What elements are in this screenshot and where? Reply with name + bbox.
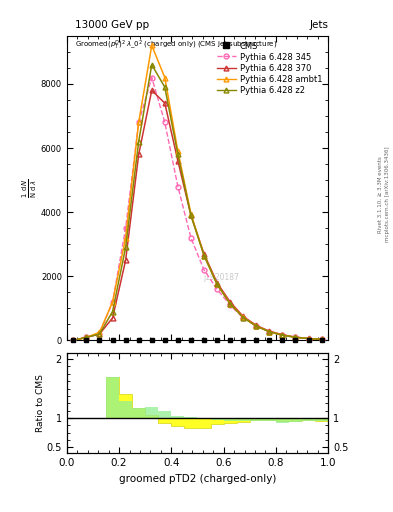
Y-axis label: Ratio to CMS: Ratio to CMS bbox=[36, 374, 45, 432]
Text: Groomed$(p_T^D)^2\,\lambda\_0^2$ (charged only) (CMS jet substructure): Groomed$(p_T^D)^2\,\lambda\_0^2$ (charge… bbox=[75, 39, 277, 52]
Text: 13000 GeV pp: 13000 GeV pp bbox=[75, 20, 149, 30]
Y-axis label: $\frac{1}{\mathrm{N}}\,\frac{\mathrm{d}N}{\mathrm{d}\,\lambda}$: $\frac{1}{\mathrm{N}}\,\frac{\mathrm{d}N… bbox=[21, 179, 39, 198]
Text: mcplots.cern.ch [arXiv:1306.3436]: mcplots.cern.ch [arXiv:1306.3436] bbox=[385, 147, 389, 242]
Text: j1920187: j1920187 bbox=[203, 272, 239, 282]
X-axis label: groomed pTD2 (charged-only): groomed pTD2 (charged-only) bbox=[119, 474, 276, 483]
Text: Jets: Jets bbox=[309, 20, 328, 30]
Text: Rivet 3.1.10, ≥ 3.3M events: Rivet 3.1.10, ≥ 3.3M events bbox=[378, 156, 383, 233]
Legend: CMS, Pythia 6.428 345, Pythia 6.428 370, Pythia 6.428 ambt1, Pythia 6.428 z2: CMS, Pythia 6.428 345, Pythia 6.428 370,… bbox=[216, 40, 324, 97]
